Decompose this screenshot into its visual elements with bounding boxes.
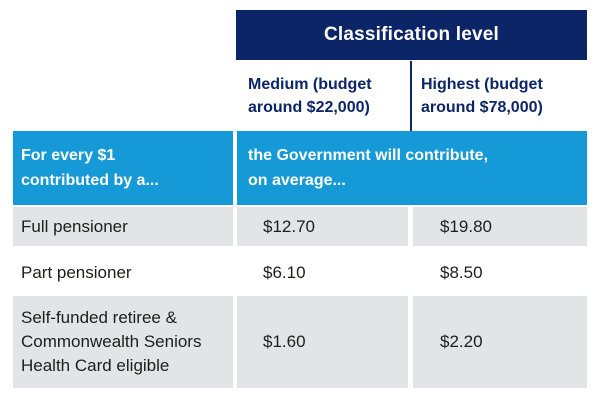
column-header-highest: Highest (budget around $78,000) — [421, 75, 543, 116]
column-header-medium: Medium (budget around $22,000) — [248, 75, 372, 116]
value-self-funded-medium: $1.60 — [237, 296, 408, 388]
column-divider — [410, 61, 412, 131]
subheader-row-label: For every $1 contributed by a... — [13, 131, 233, 205]
row-label-self-funded-retiree: Self-funded retiree & Commonwealth Senio… — [13, 296, 233, 388]
row-label-full-pensioner: Full pensioner — [13, 207, 233, 246]
value-part-pensioner-medium: $6.10 — [237, 249, 408, 296]
classification-level-header: Classification level — [236, 10, 587, 60]
value-full-pensioner-highest: $19.80 — [413, 207, 587, 246]
subheader-value-label: the Government will contribute, on avera… — [237, 131, 587, 205]
table-title: Classification level — [323, 24, 500, 45]
value-full-pensioner-medium: $12.70 — [237, 207, 408, 246]
row-label-part-pensioner: Part pensioner — [13, 249, 233, 296]
value-part-pensioner-highest: $8.50 — [413, 249, 587, 296]
value-self-funded-highest: $2.20 — [413, 296, 587, 388]
